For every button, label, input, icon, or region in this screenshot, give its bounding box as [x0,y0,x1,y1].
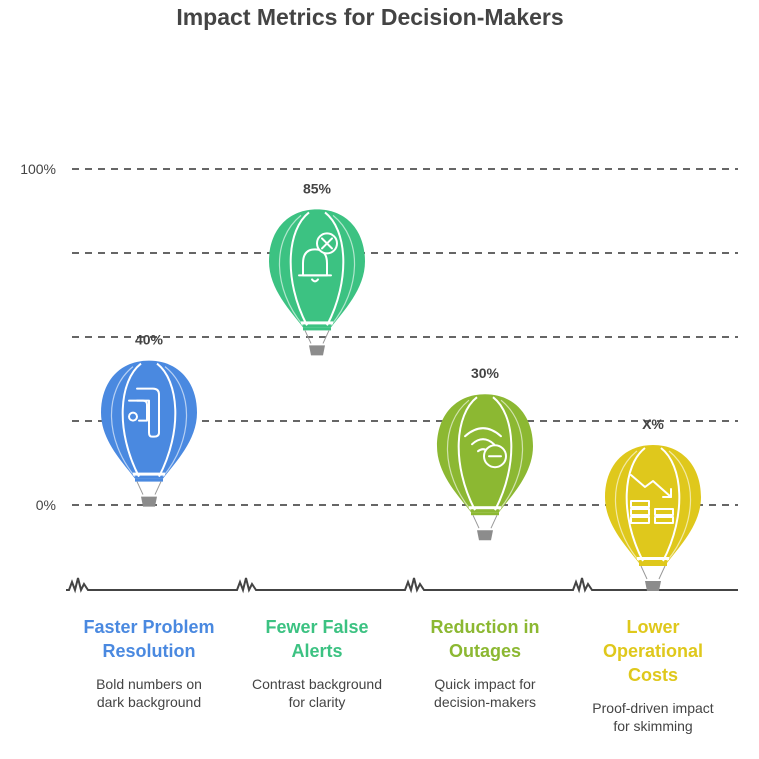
balloon-rope [304,330,312,344]
data-label: 40% [135,332,164,348]
balloon-band [303,327,331,331]
balloon-rope [658,565,666,580]
y-tick-label: 0% [36,497,56,513]
category-description: Proof-driven impact for skimming [592,700,714,734]
category-description: Quick impact for decision-makers [434,676,536,710]
balloon-stripe [156,362,177,478]
balloon-stripe [289,211,310,326]
route-icon [128,387,160,438]
category-label: Reduction in Outages [430,617,540,661]
balloon-band [471,512,499,516]
balloon-stripe [614,450,640,562]
balloon-layer: 40% 85% 30% X% [101,180,701,591]
balloon-stripe [498,399,524,511]
balloon-band [637,557,669,560]
balloon-rope [640,565,648,580]
balloon-stripe [110,366,136,477]
balloon-stripe [330,214,356,326]
balloon-rope [472,514,480,529]
balloon-basket [477,530,493,541]
balloon-basket [645,581,661,591]
data-label: 85% [303,180,332,196]
category-description: Bold numbers on dark background [96,676,202,710]
chart-title: Impact Metrics for Decision-Makers [176,4,564,30]
balloon-basket [141,496,157,507]
balloon-band [639,563,667,566]
category-label: Lower Operational Costs [602,617,704,685]
wifi-off-icon [464,427,507,469]
balloon-rope [490,514,498,529]
balloon-envelope [605,445,701,563]
balloon-band [135,478,163,482]
category-label: Fewer False Alerts [265,617,369,661]
data-label: 30% [471,365,500,381]
balloon-4 [605,445,701,591]
balloon-rope [154,481,162,495]
balloon-rope [322,330,330,344]
balloon-band [301,321,333,325]
balloon-stripe [324,211,345,326]
balloon-basket [309,345,325,356]
y-tick-label: 100% [20,161,56,177]
balloon-3 [437,394,533,541]
balloon-stripe [457,396,478,511]
balloon-stripe [660,447,681,562]
balloon-stripe [666,450,692,562]
coins-trend-down-icon [630,474,674,524]
balloon-2 [269,209,365,356]
balloon-band [133,472,165,476]
balloon-stripe [121,362,142,478]
balloon-rope [136,481,144,495]
balloon-stripe [162,366,188,477]
data-label: X% [642,416,664,432]
bell-alert-off-icon [298,232,338,283]
ground-layer [66,577,738,594]
category-label: Faster Problem Resolution [83,617,215,661]
category-description: Contrast background for clarity [252,676,382,710]
balloon-stripe [492,396,513,511]
balloon-stripe [446,399,472,511]
balloon-1 [101,360,197,507]
ground-line [66,577,738,594]
balloon-envelope [269,209,365,328]
balloon-band [469,506,501,510]
balloon-stripe [625,447,646,562]
balloon-stripe [278,214,304,326]
